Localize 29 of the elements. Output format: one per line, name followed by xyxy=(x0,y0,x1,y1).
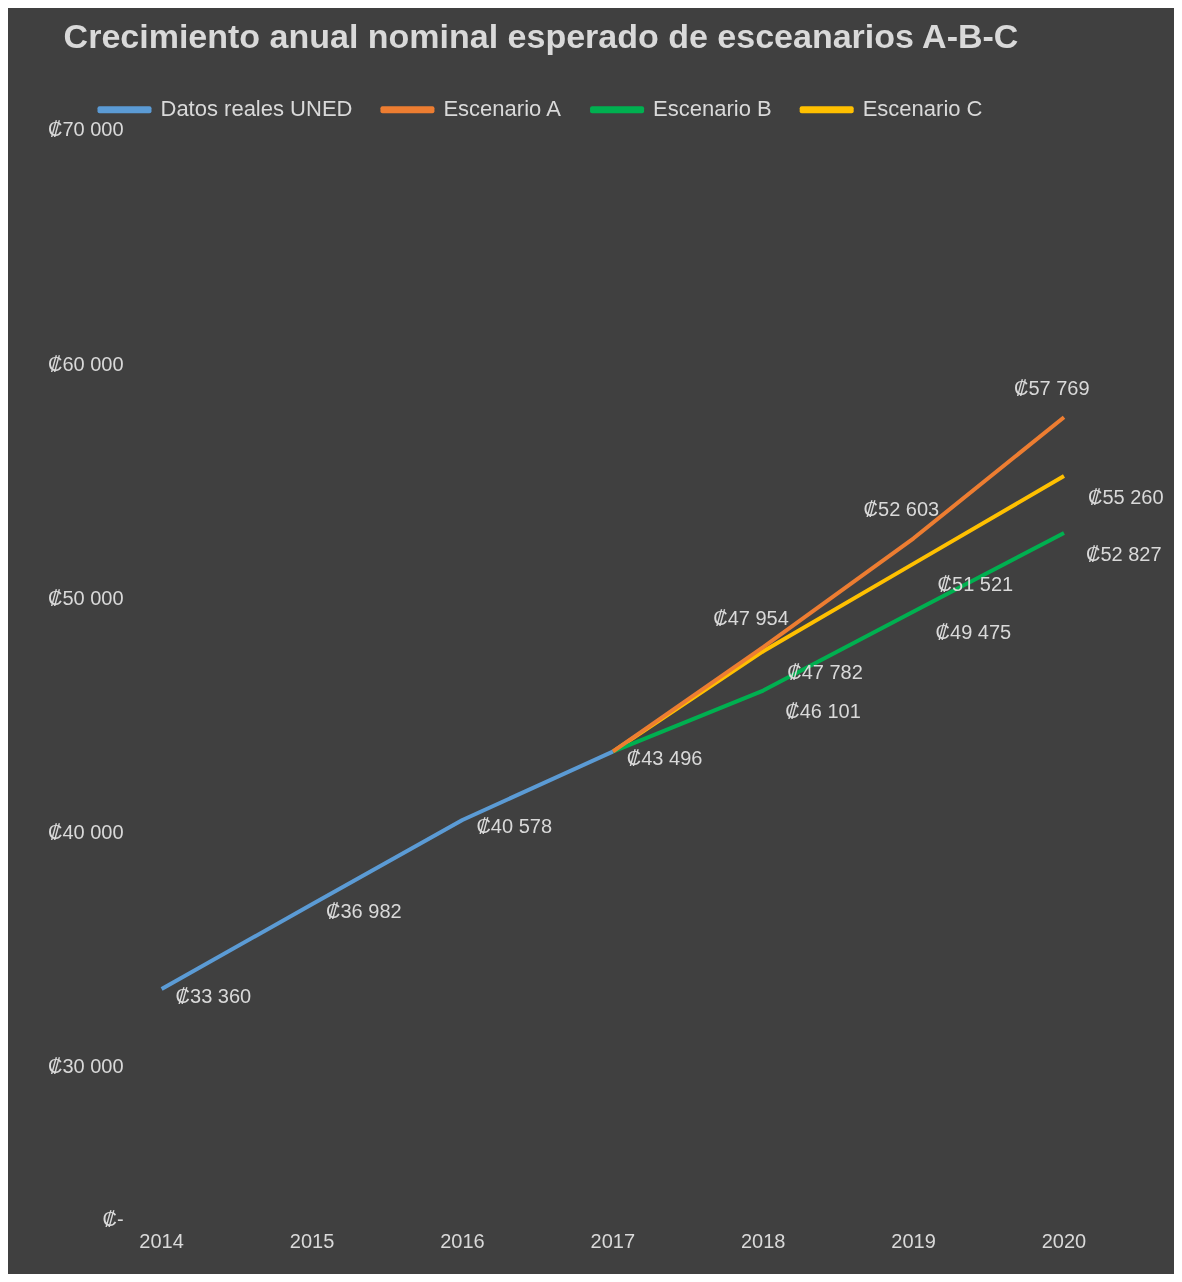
y-tick-label: ₡60 000 xyxy=(47,352,124,375)
data-label: ₡43 496 xyxy=(626,747,703,770)
y-tick-label: ₡40 000 xyxy=(47,821,124,844)
x-tick-label: 2017 xyxy=(590,1229,636,1252)
data-label: ₡49 475 xyxy=(935,621,1012,644)
x-tick-label: 2016 xyxy=(440,1229,485,1252)
legend-label: Escenario A xyxy=(443,95,562,121)
data-label: ₡55 260 xyxy=(1088,485,1164,508)
data-label: ₡36 982 xyxy=(326,899,402,922)
legend-label: Escenario C xyxy=(862,95,983,121)
data-label: ₡52 827 xyxy=(1086,542,1162,565)
x-tick-label: 2020 xyxy=(1041,1229,1087,1252)
y-tick-label: ₡50 000 xyxy=(47,586,124,609)
data-label: ₡52 603 xyxy=(863,497,940,520)
data-label: ₡47 954 xyxy=(713,606,789,629)
x-tick-label: 2019 xyxy=(891,1229,936,1252)
y-tick-label: ₡70 000 xyxy=(47,118,124,141)
data-label: ₡46 101 xyxy=(785,700,861,723)
x-tick-label: 2018 xyxy=(740,1229,786,1252)
legend-label: Escenario B xyxy=(653,95,772,121)
data-label: ₡33 360 xyxy=(175,984,252,1007)
chart-title: Crecimiento anual nominal esperado de esceanarios A-B-C xyxy=(63,16,1019,55)
data-label: ₡40 578 xyxy=(476,815,553,838)
y-tick-label: ₡30 000 xyxy=(47,1055,124,1078)
y-tick-label: ₡- xyxy=(102,1207,124,1230)
legend-label: Datos reales UNED xyxy=(160,95,353,121)
x-tick-label: 2014 xyxy=(139,1229,184,1252)
data-label: ₡57 769 xyxy=(1014,376,1090,399)
x-tick-label: 2015 xyxy=(289,1229,335,1252)
